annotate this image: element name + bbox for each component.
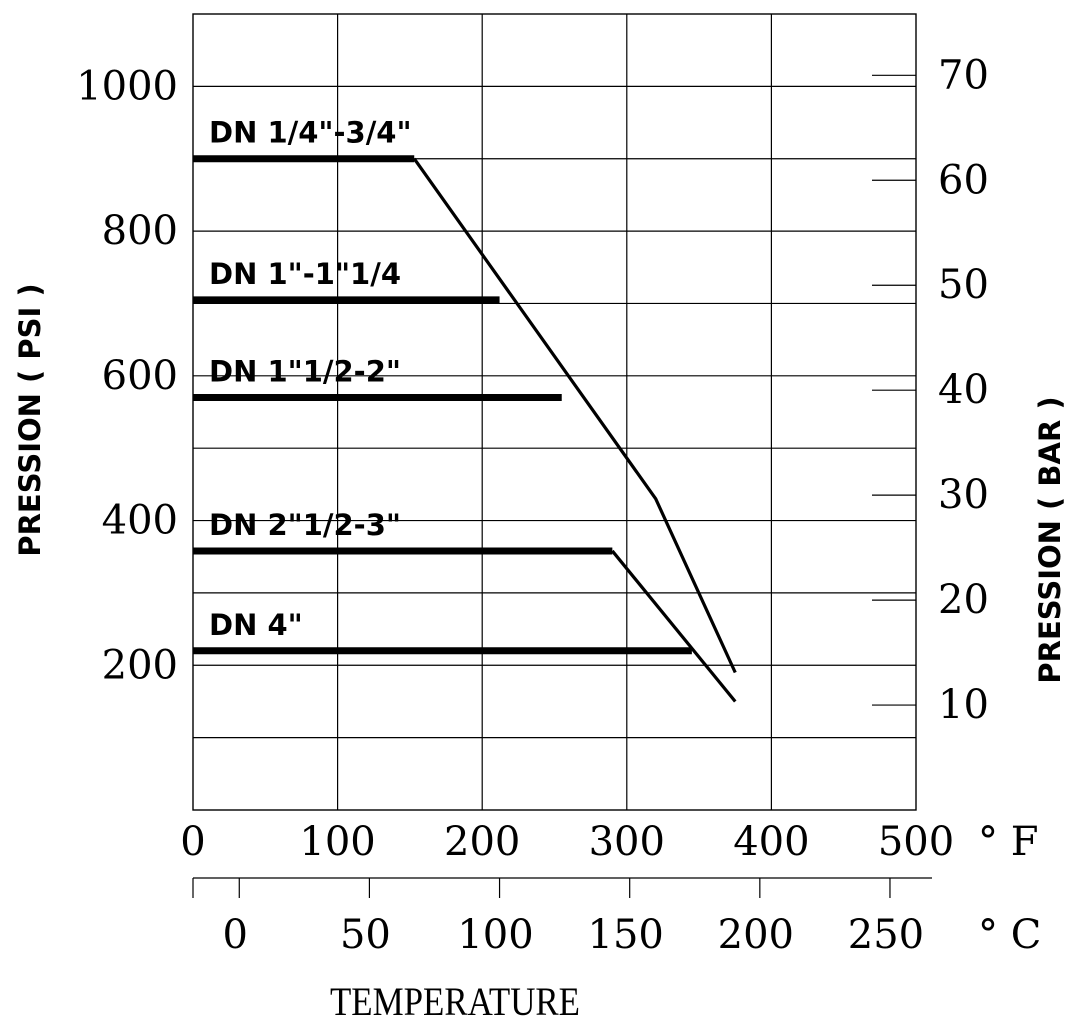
x-axis-title: TEMPERATURE — [330, 979, 580, 1021]
series-label-5: DN 4" — [209, 608, 303, 642]
fahrenheit-unit-label: ° F — [978, 819, 1038, 865]
plot-frame — [192, 13, 917, 811]
series-label-1: DN 1/4"-3/4" — [209, 116, 412, 150]
series-lines — [193, 155, 737, 703]
celsius-tick-label: 200 — [718, 912, 794, 958]
bar-tick-label: 40 — [938, 367, 989, 413]
bar-tick-label: 10 — [938, 682, 989, 728]
chart-grid — [192, 13, 917, 811]
celsius-tick-label: 250 — [848, 912, 924, 958]
right-axis-title: PRESSION ( BAR ) — [1033, 396, 1067, 683]
celsius-tick-label: 50 — [340, 912, 391, 958]
series-slope-4 — [611, 549, 737, 703]
series-label-2: DN 1"-1"1/4 — [209, 257, 401, 291]
fahrenheit-tick-label: 200 — [444, 819, 520, 865]
psi-tick-label: 400 — [102, 498, 178, 544]
bar-tick-label: 70 — [938, 52, 989, 98]
psi-tick-label: 600 — [102, 353, 178, 399]
fahrenheit-tick-label: 400 — [733, 819, 809, 865]
series-slope-1 — [412, 157, 737, 674]
series-labels: DN 1/4"-3/4" DN 1"-1"1/4 DN 1"1/2-2" DN 2"1… — [209, 116, 412, 642]
celsius-tick-label: 0 — [223, 912, 248, 958]
psi-tick-label: 200 — [102, 642, 178, 688]
bar-tick-label: 50 — [938, 262, 989, 308]
celsius-axis — [192, 877, 932, 898]
celsius-tick-label: 150 — [588, 912, 664, 958]
bar-tick-label: 60 — [938, 157, 989, 203]
psi-tick-label: 1000 — [76, 63, 178, 109]
psi-tick-labels: 200 400 600 800 1000 — [76, 63, 178, 688]
psi-tick-label: 800 — [102, 208, 178, 254]
bar-tick-label: 20 — [938, 577, 989, 623]
fahrenheit-tick-labels: 0 100 200 300 400 500 — [180, 819, 954, 865]
bar-axis-ticks — [872, 74, 916, 706]
celsius-tick-labels: 0 50 100 150 200 250 — [223, 912, 925, 958]
bar-tick-labels: 10 20 30 40 50 60 70 — [938, 52, 989, 728]
celsius-tick-label: 100 — [457, 912, 533, 958]
series-label-3: DN 1"1/2-2" — [209, 355, 401, 389]
fahrenheit-tick-label: 0 — [180, 819, 205, 865]
fahrenheit-tick-label: 300 — [589, 819, 665, 865]
series-label-4: DN 2"1/2-3" — [209, 508, 401, 542]
bar-tick-label: 30 — [938, 472, 989, 518]
fahrenheit-tick-label: 500 — [878, 819, 954, 865]
fahrenheit-tick-label: 100 — [299, 819, 375, 865]
left-axis-title: PRESSION ( PSI ) — [13, 283, 47, 556]
celsius-unit-label: ° C — [978, 912, 1041, 958]
